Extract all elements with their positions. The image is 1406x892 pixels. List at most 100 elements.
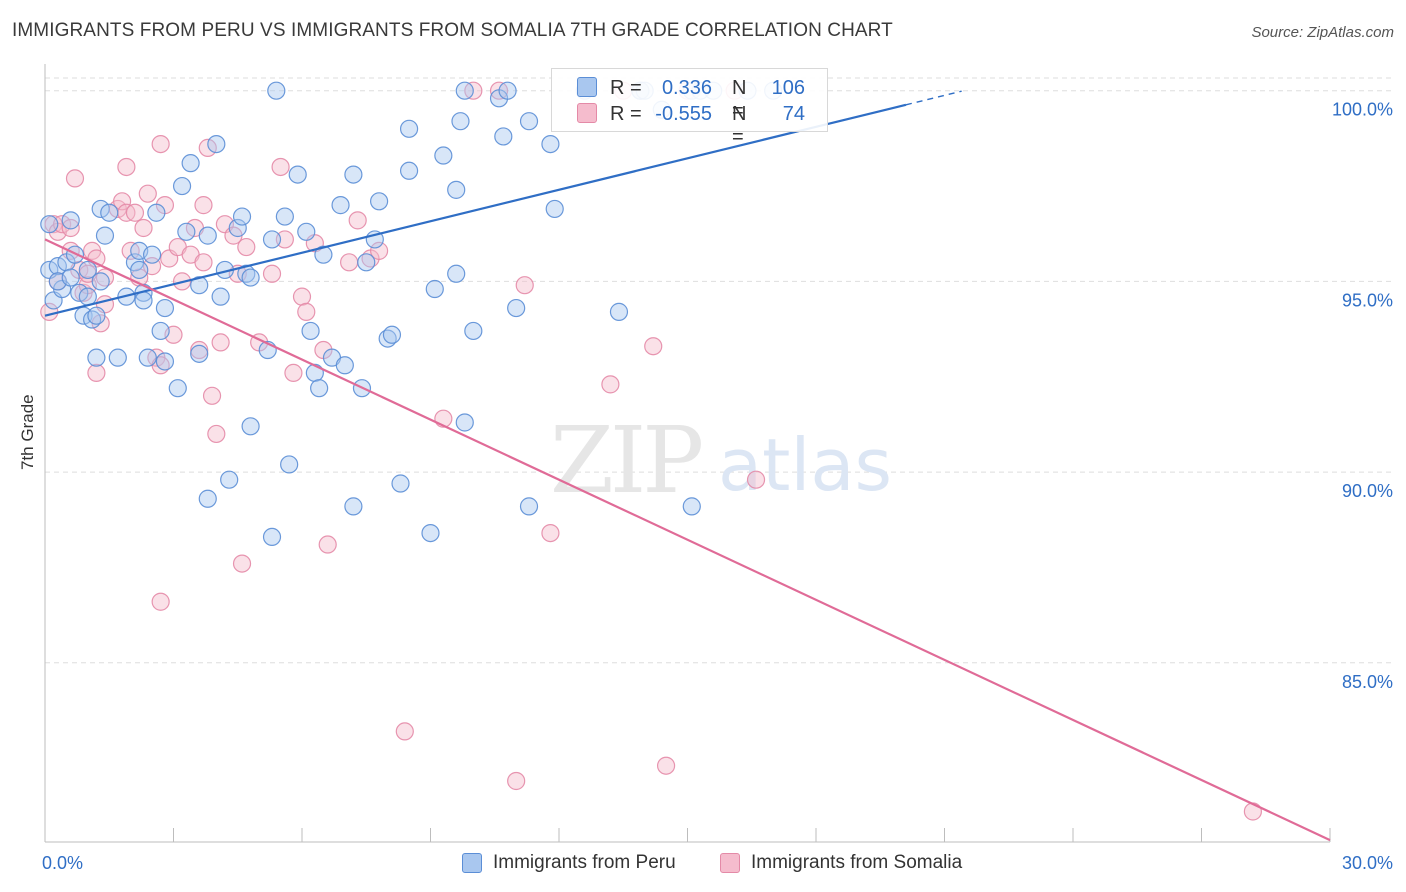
n-value: 74 (782, 103, 805, 125)
somalia-point (202, 386, 222, 405)
peru-point (391, 474, 410, 493)
grid-lines (45, 77, 1395, 664)
peru-point (241, 268, 260, 287)
peru-point (130, 260, 149, 280)
somalia-point (297, 302, 316, 321)
peru-point (455, 413, 474, 432)
peru-point (399, 119, 419, 138)
somalia-point (112, 192, 132, 211)
somalia-point (601, 375, 620, 394)
peru-swatch (577, 77, 597, 97)
peru-point (447, 264, 466, 283)
somalia-point (318, 535, 337, 554)
somalia-point (271, 157, 290, 177)
watermark-atlas: atlas (718, 423, 892, 507)
peru-point (425, 279, 444, 299)
trend-lines (44, 90, 1331, 842)
somalia-point (87, 363, 106, 383)
somalia-point (275, 230, 294, 249)
y-tick-label: 85.0% (1342, 672, 1393, 692)
somalia-swatch (720, 853, 740, 873)
tick-labels: 85.0% 90.0% 95.0% 100.0% 0.0% 30.0% (42, 100, 1393, 873)
peru-point (545, 199, 564, 219)
peru-point (61, 268, 80, 287)
peru-point (447, 180, 466, 199)
peru-point (399, 161, 419, 180)
peru-point (498, 81, 517, 100)
somalia-point (541, 523, 560, 543)
r-value: 0.336 (661, 77, 712, 99)
peru-point (181, 154, 200, 173)
somalia-point (134, 218, 153, 238)
peru-point (314, 245, 333, 264)
somalia-point (507, 771, 526, 791)
somalia-point (53, 215, 72, 234)
peru-point (455, 81, 474, 100)
chart-title: IMMIGRANTS FROM PERU VS IMMIGRANTS FROM … (12, 20, 893, 41)
peru-point (134, 291, 153, 310)
peru-point (198, 489, 217, 508)
x-tick-label: 0.0% (42, 853, 83, 873)
source-label: Source: ZipAtlas.com (1251, 24, 1394, 41)
y-tick-label: 100.0% (1332, 100, 1393, 120)
r-label: R = (610, 77, 642, 99)
peru-point (177, 222, 196, 241)
stats-legend: R = 0.336 N = 106 R = -0.555 N = 74 (551, 68, 828, 148)
peru-point (190, 344, 209, 363)
peru-trend-extension (905, 90, 962, 106)
peru-point (344, 165, 363, 184)
n-value: 106 (771, 77, 805, 99)
somalia-point (125, 203, 145, 222)
peru-point (288, 165, 307, 184)
legend-label-peru: Immigrants from Peru (493, 852, 676, 873)
somalia-point (262, 264, 282, 283)
peru-point (434, 146, 453, 165)
peru-point (335, 356, 354, 375)
peru-point (91, 272, 110, 291)
r-label: R = (610, 103, 642, 125)
somalia-point (656, 756, 676, 775)
peru-point (262, 230, 282, 249)
somalia-point (237, 237, 256, 257)
peru-point (95, 226, 115, 245)
somalia-point (151, 134, 170, 154)
peru-point (155, 352, 175, 371)
peru-point (78, 260, 97, 280)
peru-point (262, 527, 282, 547)
somalia-point (198, 138, 217, 158)
somalia-point (194, 196, 213, 215)
r-value: -0.555 (655, 103, 712, 125)
peru-point (370, 192, 389, 211)
peru-point (108, 348, 127, 367)
peru-point (61, 211, 80, 230)
x-tick-label: 30.0% (1342, 853, 1393, 873)
peru-point (228, 218, 247, 238)
peru-point (100, 203, 119, 222)
peru-point (40, 215, 59, 234)
y-tick-label: 90.0% (1342, 481, 1393, 501)
peru-point (70, 283, 89, 302)
somalia-point (61, 218, 80, 238)
peru-point (190, 276, 209, 295)
peru-point (142, 245, 162, 264)
somalia-swatch (577, 103, 597, 123)
somalia-point (340, 253, 359, 272)
somalia-point (395, 722, 414, 741)
peru-point (331, 196, 350, 215)
somalia-point (746, 470, 766, 489)
y-axis-label: 7th Grade (18, 394, 37, 470)
peru-point (382, 325, 402, 344)
watermark-zip: ZIP (550, 407, 701, 514)
somalia-point (211, 333, 230, 352)
peru-point (198, 226, 217, 245)
peru-point (241, 417, 260, 436)
peru-point (147, 203, 166, 222)
peru-point (421, 523, 440, 543)
somalia-point (138, 184, 157, 203)
peru-point (280, 455, 299, 474)
peru-point (310, 379, 329, 398)
peru-point (151, 321, 170, 341)
watermark: ZIP atlas (550, 407, 892, 514)
somalia-point (151, 592, 170, 611)
